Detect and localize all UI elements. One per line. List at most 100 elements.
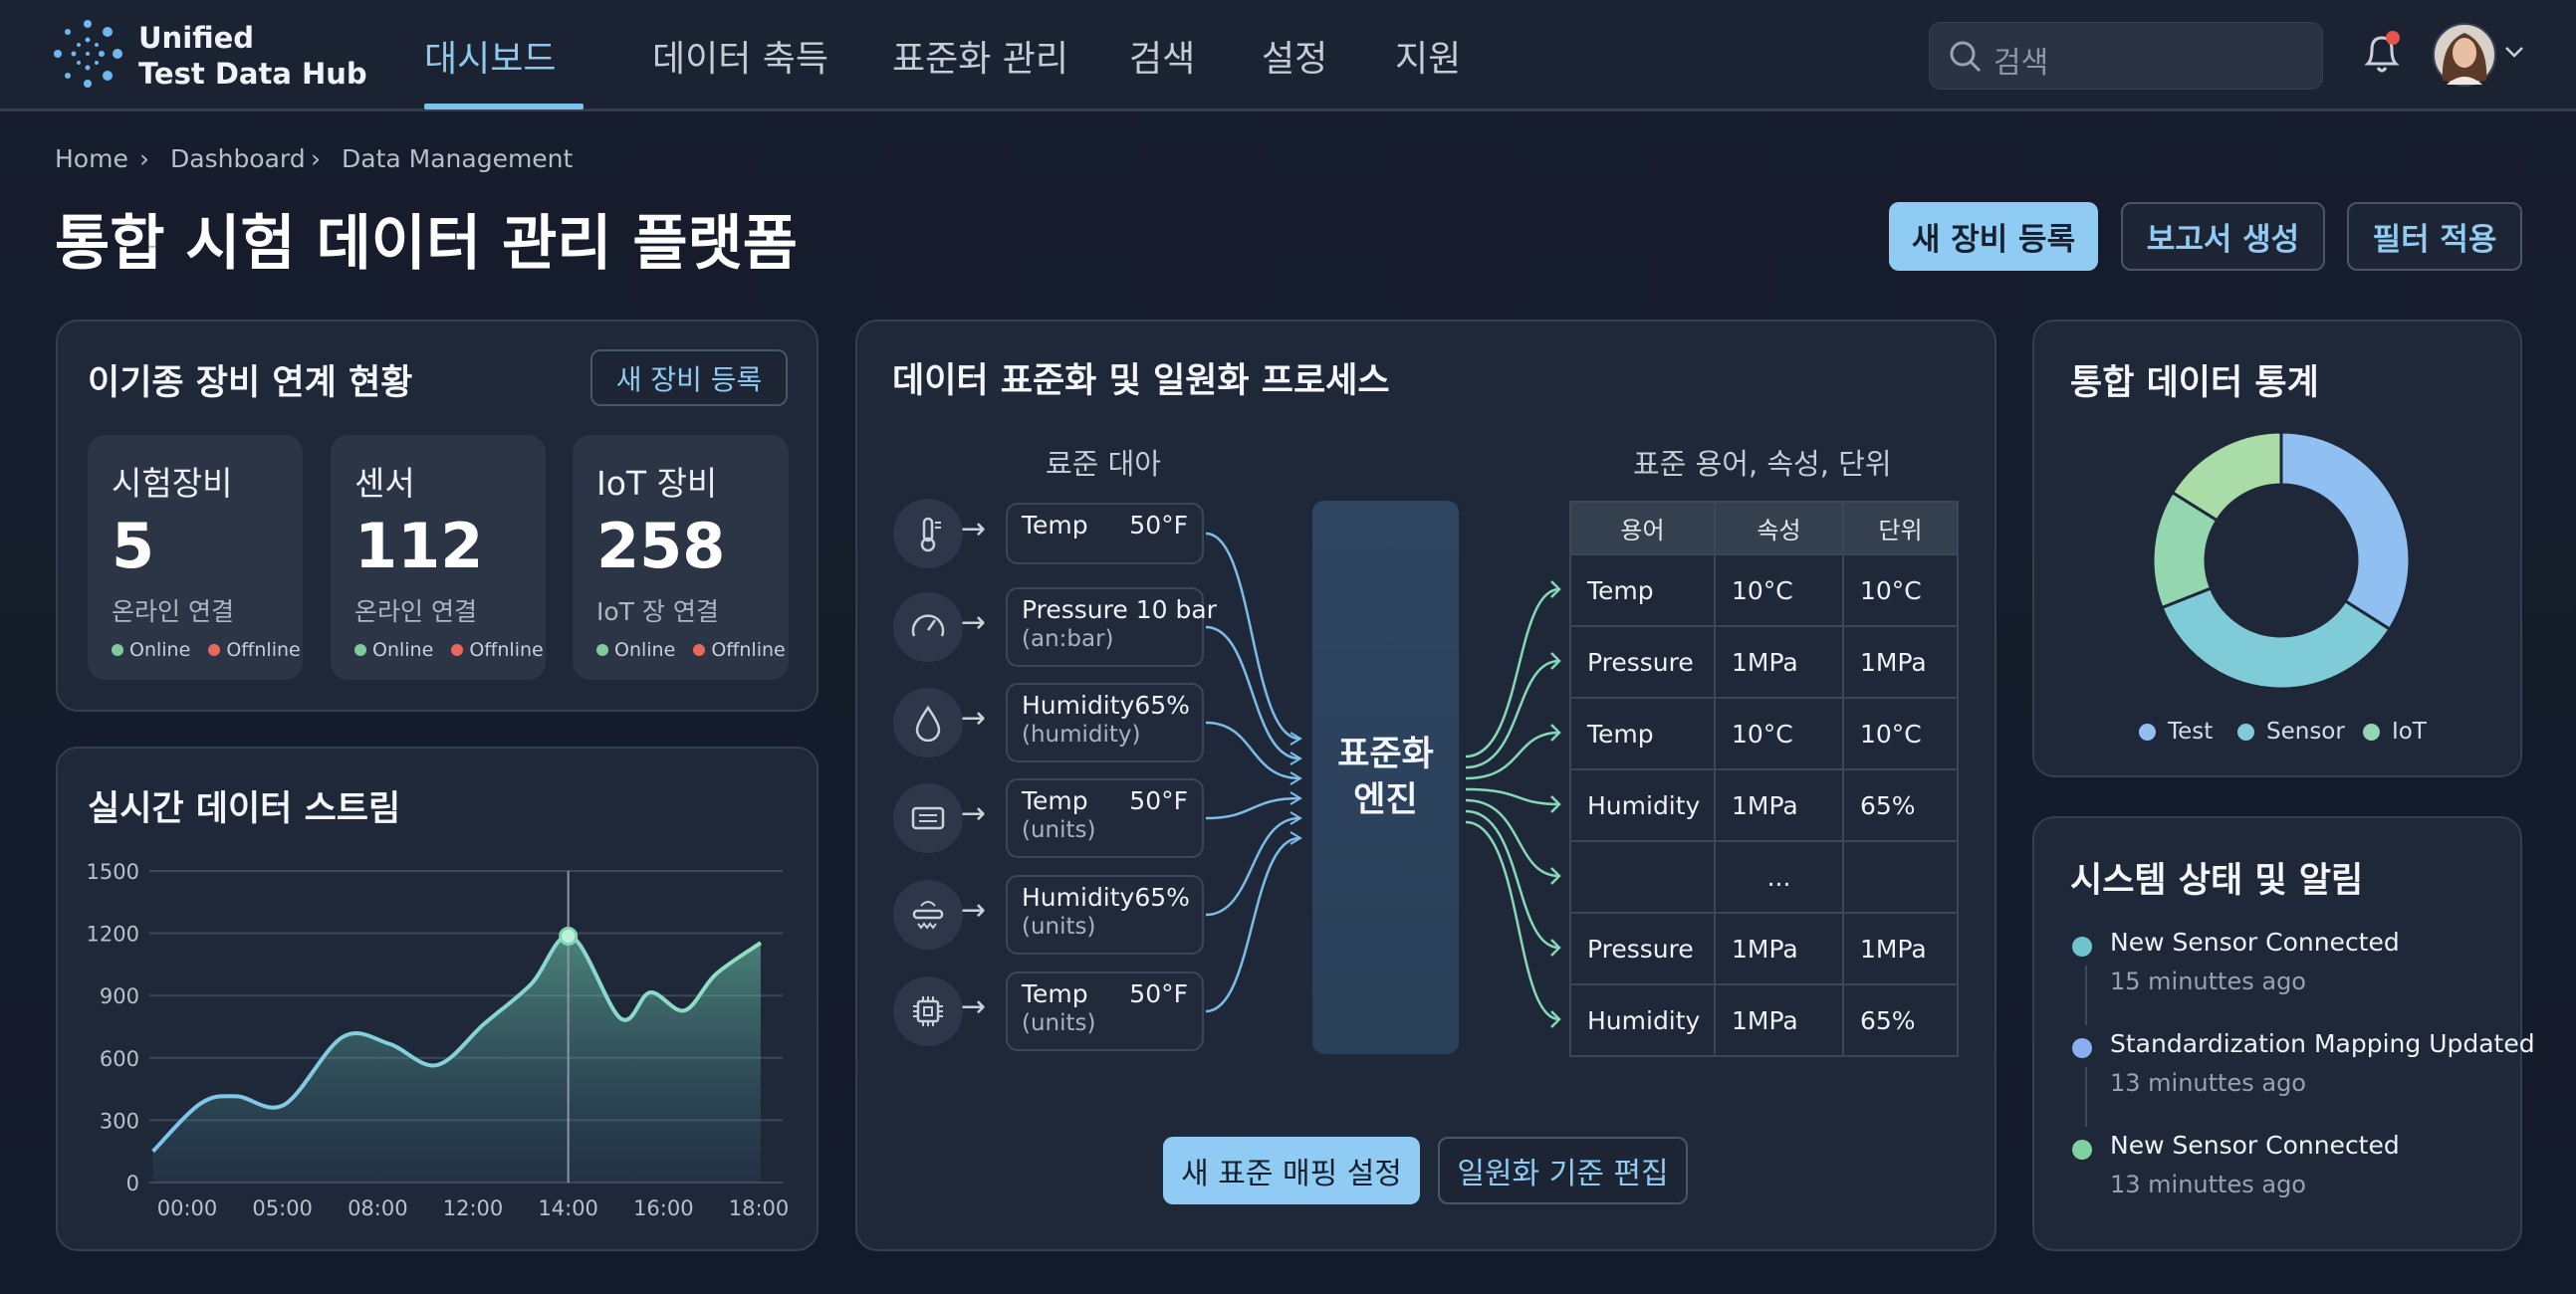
- donut-slice-iot-highlight: [2170, 430, 2283, 523]
- status-legend: Online Offnline: [354, 639, 544, 661]
- source-name: Temp: [1022, 979, 1088, 1008]
- table-row[interactable]: Temp 10°C 10°C: [1569, 553, 1959, 627]
- breadcrumb-current: Data Management: [342, 144, 574, 173]
- table-cell: 1MPa: [1714, 768, 1844, 842]
- legend-swatch: [2363, 723, 2380, 741]
- legend-label: IoT: [2392, 719, 2427, 745]
- alert-item[interactable]: Standardization Mapping Updated 13 minut…: [2070, 1029, 2535, 1109]
- donut-slice-test[interactable]: [2279, 430, 2412, 632]
- table-row[interactable]: Humidity 1MPa 65%: [1569, 983, 1959, 1057]
- nav-settings[interactable]: 설정: [1262, 39, 1328, 80]
- legend-swatch: [2237, 723, 2254, 741]
- source-data-item[interactable]: Temp 50°F: [1006, 503, 1204, 564]
- apply-filter-button[interactable]: 필터 적용: [2347, 202, 2522, 271]
- edit-criteria-button[interactable]: 일원화 기준 편집: [1438, 1137, 1688, 1204]
- alert-item[interactable]: New Sensor Connected 13 minuttes ago: [2070, 1131, 2498, 1210]
- integrated-stats-card: 통합 데이터 통계: [2032, 320, 2522, 777]
- alert-title: Standardization Mapping Updated: [2110, 1029, 2535, 1058]
- online-label: Online: [129, 639, 191, 661]
- online-dot-icon: [596, 644, 608, 656]
- legend-label: Test: [2168, 719, 2214, 745]
- table-row[interactable]: ...: [1569, 840, 1959, 914]
- table-cell: Temp: [1569, 553, 1716, 627]
- stat-desc: 온라인 연결: [354, 597, 477, 626]
- table-row[interactable]: Humidity 1MPa 65%: [1569, 768, 1959, 842]
- nav-search[interactable]: 검색: [1129, 39, 1196, 80]
- offline-label: Offnline: [226, 639, 301, 661]
- source-data-item[interactable]: Humidity 65% (units): [1006, 875, 1204, 955]
- generate-report-button[interactable]: 보고서 생성: [2121, 202, 2325, 271]
- table-row[interactable]: Pressure 1MPa 1MPa: [1569, 625, 1959, 699]
- standardization-engine[interactable]: 표준화 엔진: [1312, 501, 1459, 1054]
- card-title: 이기종 장비 연계 현황: [88, 363, 413, 403]
- source-note: (units): [1022, 817, 1096, 843]
- table-row[interactable]: Pressure 1MPa 1MPa: [1569, 912, 1959, 985]
- legend-iot: IoT: [2363, 719, 2427, 745]
- alert-title: New Sensor Connected: [2110, 928, 2400, 957]
- stat-desc: 온라인 연결: [112, 597, 234, 626]
- column-header: 용어: [1569, 501, 1716, 555]
- table-cell: 10°C: [1714, 697, 1844, 770]
- source-note: (humidity): [1022, 722, 1141, 748]
- source-note: (an:bar): [1022, 626, 1114, 652]
- source-data-item[interactable]: Temp 50°F (units): [1006, 971, 1204, 1051]
- table-cell: Pressure: [1569, 912, 1716, 985]
- table-cell: Pressure: [1569, 625, 1716, 699]
- legend-sensor: Sensor: [2237, 719, 2345, 745]
- table-cell: 10°C: [1842, 553, 1959, 627]
- source-data-item[interactable]: Pressure 10 bar (an:bar): [1006, 587, 1217, 667]
- nav-dashboard[interactable]: 대시보드: [424, 39, 557, 80]
- stat-desc: IoT 장 연결: [596, 597, 719, 626]
- register-device-button[interactable]: 새 장비 등록: [1889, 202, 2098, 271]
- source-name: Temp: [1022, 511, 1088, 539]
- avatar[interactable]: [2433, 23, 2496, 87]
- arrow-right-icon: →: [961, 989, 987, 1024]
- droplet-icon: [893, 688, 963, 757]
- alert-status-dot-icon: [2072, 1038, 2092, 1058]
- offline-dot-icon: [451, 644, 464, 656]
- source-data-item[interactable]: Temp 50°F (units): [1006, 778, 1204, 858]
- breadcrumb-dashboard[interactable]: Dashboard: [170, 144, 306, 173]
- alert-item[interactable]: New Sensor Connected 15 minuttes ago: [2070, 928, 2498, 1007]
- logo-icon: [54, 20, 122, 88]
- alert-time: 15 minuttes ago: [2110, 968, 2306, 995]
- table-cell: [1569, 840, 1716, 914]
- search-input[interactable]: 검색: [1929, 22, 2323, 90]
- bell-icon[interactable]: [2360, 30, 2404, 78]
- engine-label: 표준화: [1337, 735, 1434, 774]
- table-row[interactable]: Temp 10°C 10°C: [1569, 697, 1959, 770]
- notification-badge: [2386, 31, 2400, 45]
- stat-count: 5: [112, 510, 155, 582]
- stat-card-test-equipment[interactable]: 시험장비 5 온라인 연결 Online Offnline: [88, 435, 303, 680]
- realtime-stream-card: 실시간 데이터 스트림: [56, 747, 819, 1251]
- stat-label: 시험장비: [112, 464, 233, 503]
- table-cell: 1MPa: [1714, 625, 1844, 699]
- new-mapping-button[interactable]: 새 표준 매핑 설정: [1163, 1137, 1420, 1204]
- nav-standardization[interactable]: 표준화 관리: [892, 39, 1069, 80]
- stat-count: 112: [354, 510, 484, 582]
- legend-swatch: [2139, 723, 2156, 741]
- online-label: Online: [372, 639, 434, 661]
- nav-support[interactable]: 지원: [1395, 39, 1462, 80]
- online-dot-icon: [112, 644, 123, 656]
- offline-label: Offnline: [469, 639, 544, 661]
- source-data-item[interactable]: Humidity 65% (humidity): [1006, 683, 1204, 762]
- humidity-sensor-icon: [893, 880, 963, 950]
- breadcrumb-separator-icon: ›: [139, 144, 149, 173]
- device-panel-icon: [893, 783, 963, 853]
- card-register-device-button[interactable]: 새 장비 등록: [590, 349, 788, 406]
- stat-card-iot[interactable]: IoT 장비 258 IoT 장 연결 Online Offnline: [573, 435, 789, 680]
- standard-terms-table: 용어 속성 단위 Temp 10°C 10°C Pressure 1MPa 1MPa Tem…: [1569, 501, 1959, 1057]
- source-name: Humidity: [1022, 691, 1135, 720]
- source-value: 50°F: [1129, 511, 1188, 539]
- card-title: 통합 데이터 통계: [2070, 363, 2319, 403]
- app-name-line2: Test Data Hub: [138, 57, 367, 91]
- source-name: Temp: [1022, 786, 1088, 815]
- card-title: 실시간 데이터 스트림: [88, 789, 401, 829]
- nav-data-acquisition[interactable]: 데이터 축득: [652, 39, 829, 80]
- stat-card-sensor[interactable]: 센서 112 온라인 연결 Online Offnline: [331, 435, 546, 680]
- chevron-down-icon[interactable]: [2504, 46, 2524, 60]
- donut-slice-sensor[interactable]: [2160, 586, 2392, 691]
- table-cell: [1842, 840, 1959, 914]
- breadcrumb-home[interactable]: Home: [55, 144, 128, 173]
